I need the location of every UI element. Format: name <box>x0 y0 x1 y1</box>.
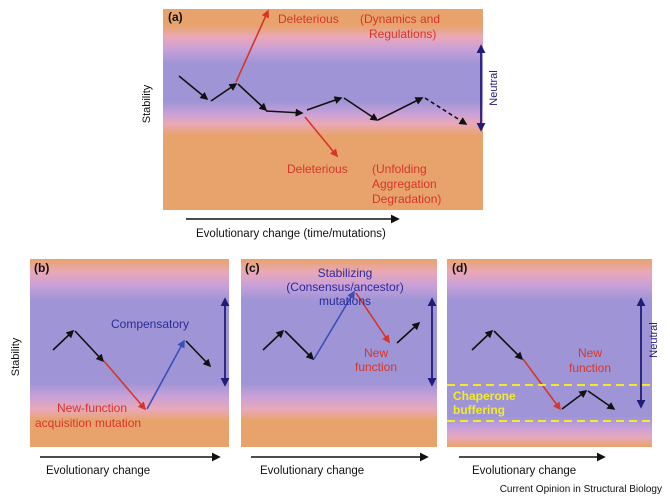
deleterious-bottom-label: Deleterious <box>287 162 348 176</box>
panel-a-x-label: Evolutionary change (time/mutations) <box>196 228 386 240</box>
path-arrow <box>561 390 588 410</box>
path-arrow <box>185 340 212 368</box>
path-arrow <box>237 83 268 112</box>
new-function-label-1: New-function <box>57 401 127 415</box>
panel-a: (a) Stability Deleterious (Dynamics and … <box>141 9 500 240</box>
path-arrow <box>343 97 379 121</box>
panel-b-label: (b) <box>34 261 49 275</box>
path-arrow <box>74 330 105 363</box>
stabilizing-label-2: (Consensus/ancestor) <box>286 280 403 294</box>
journal-credit: Current Opinion in Structural Biology <box>500 484 662 495</box>
path-arrow <box>265 108 304 117</box>
path-arrow <box>306 96 343 111</box>
compensatory-arrow <box>146 339 185 410</box>
path-arrow <box>284 330 315 361</box>
neutral-label: Neutral <box>648 322 660 357</box>
panel-b: (b) Stability Compensatory New-function … <box>10 259 230 477</box>
panel-b-x-label: Evolutionary change <box>46 465 150 477</box>
path-arrow <box>377 97 424 121</box>
panel-a-y-label: Stability <box>141 84 153 123</box>
stabilizing-label-3: mutations <box>319 294 371 308</box>
unfolding-label: (Unfolding <box>372 162 427 176</box>
path-arrow <box>178 75 209 101</box>
degradation-label: Degradation) <box>372 192 441 206</box>
path-arrow <box>262 329 285 351</box>
path-arrow <box>52 329 75 351</box>
deleterious-up-arrow <box>235 9 270 83</box>
new-function-label-2: acquisition mutation <box>35 416 141 430</box>
panel-b-background <box>30 259 229 447</box>
panel-d-x-label: Evolutionary change <box>472 465 576 477</box>
neutral-label: Neutral <box>488 70 500 105</box>
new-function-arrow <box>103 360 147 411</box>
panel-c-x-label: Evolutionary change <box>260 465 364 477</box>
panel-c-background <box>241 259 437 447</box>
panel-d-background <box>447 259 652 447</box>
new-function-label-2: function <box>355 360 397 374</box>
path-arrow <box>210 83 238 102</box>
panel-a-label: (a) <box>168 10 183 24</box>
compensatory-label: Compensatory <box>111 317 189 331</box>
panel-d-label: (d) <box>452 261 467 275</box>
deleterious-top-label: Deleterious <box>278 12 339 26</box>
aggregation-label: Aggregation <box>372 177 437 191</box>
new-function-label-2: function <box>569 361 611 375</box>
new-function-arrow <box>355 292 390 344</box>
deleterious-down-arrow <box>304 116 339 158</box>
panel-c: (c) Stabilizing (Consensus/ancestor) mut… <box>241 259 437 477</box>
new-function-label-1: New <box>364 346 388 360</box>
path-arrow <box>471 329 494 351</box>
chaperone-label-1: Chaperone <box>453 389 516 403</box>
panel-a-background <box>163 9 483 210</box>
dynamics-label: (Dynamics and <box>360 12 440 26</box>
panel-d: (d) New function Chaperone buffering Neu… <box>447 259 660 477</box>
panel-b-y-label: Stability <box>10 337 22 376</box>
path-arrow <box>396 321 421 344</box>
regulations-label: Regulations) <box>369 27 436 41</box>
path-arrow-dashed <box>424 97 468 125</box>
stabilizing-arrow <box>313 290 355 360</box>
new-function-label-1: New <box>578 346 602 360</box>
panel-c-label: (c) <box>245 261 260 275</box>
path-arrow <box>493 330 524 361</box>
chaperone-label-2: buffering <box>453 403 505 417</box>
stabilizing-label-1: Stabilizing <box>318 266 373 280</box>
path-arrow <box>587 390 616 410</box>
